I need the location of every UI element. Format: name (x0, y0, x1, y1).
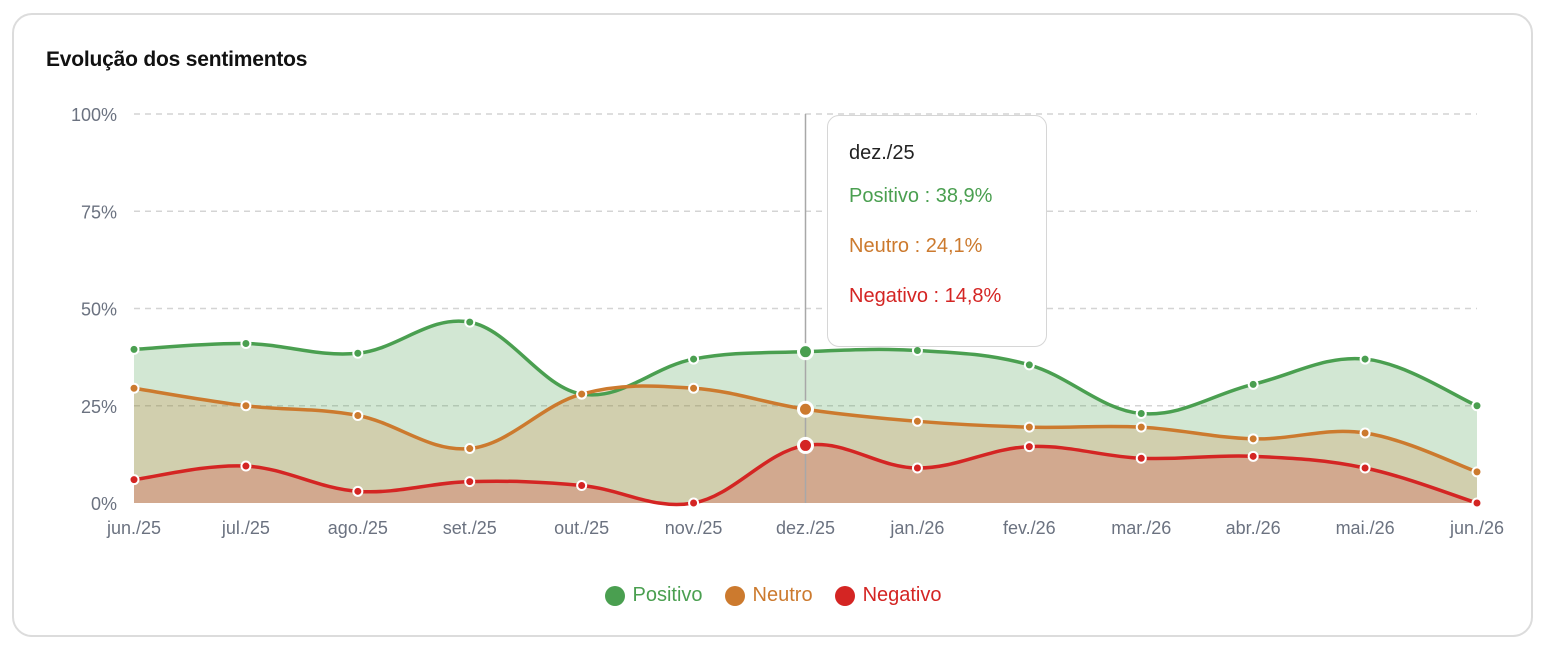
legend-label-positivo: Positivo (632, 584, 703, 606)
x-tick-label: mai./26 (1336, 518, 1395, 538)
tooltip: dez./25 Positivo : 38,9% Neutro : 24,1% … (827, 115, 1047, 347)
point-neutro (128, 382, 140, 394)
point-neutro (797, 400, 814, 418)
tooltip-row-neutro: Neutro : 24,1% (849, 235, 983, 257)
legend-item-negativo[interactable]: Negativo (834, 584, 942, 607)
x-tick-label: jul./25 (221, 518, 270, 538)
point-neutro (576, 388, 588, 400)
tooltip-title: dez./25 (849, 142, 915, 164)
x-tick-label: ago./25 (328, 518, 388, 538)
legend-item-neutro[interactable]: Neutro (724, 584, 813, 607)
x-tick-label: set./25 (443, 518, 497, 538)
x-tick-label: jun./25 (106, 518, 161, 538)
point-negativo (352, 485, 364, 497)
x-tick-label: jun./26 (1449, 518, 1504, 538)
legend-item-positivo[interactable]: Positivo (604, 584, 703, 607)
chart-title: Evolução dos sentimentos (46, 48, 308, 71)
tooltip-row-positivo: Positivo : 38,9% (849, 185, 993, 207)
point-positivo (1023, 359, 1035, 371)
point-neutro (911, 415, 923, 427)
point-negativo (1135, 452, 1147, 464)
point-neutro (1247, 433, 1259, 445)
y-tick-label: 25% (81, 397, 117, 417)
point-negativo (688, 497, 700, 509)
point-neutro (240, 400, 252, 412)
point-positivo (911, 345, 923, 357)
y-tick-label: 50% (81, 300, 117, 320)
point-positivo (1471, 400, 1483, 412)
point-positivo (688, 353, 700, 365)
point-negativo (911, 462, 923, 474)
legend-dot-negativo (834, 585, 855, 606)
legend-label-negativo: Negativo (862, 584, 942, 606)
x-tick-label: dez./25 (776, 518, 835, 538)
legend-label-neutro: Neutro (752, 584, 813, 606)
y-tick-label: 100% (71, 105, 117, 125)
point-positivo (240, 338, 252, 350)
point-negativo (576, 479, 588, 491)
point-neutro (1471, 466, 1483, 478)
point-negativo (797, 436, 814, 454)
x-tick-label: abr./26 (1226, 518, 1281, 538)
x-tick-label: out./25 (554, 518, 609, 538)
point-neutro (1359, 427, 1371, 439)
point-neutro (1135, 421, 1147, 433)
point-negativo (464, 476, 476, 488)
x-tick-label: nov./25 (665, 518, 723, 538)
point-negativo (1359, 462, 1371, 474)
y-tick-label: 75% (81, 202, 117, 222)
point-neutro (352, 409, 364, 421)
point-negativo (240, 460, 252, 472)
x-tick-label: fev./26 (1003, 518, 1056, 538)
x-tick-label: mar./26 (1111, 518, 1171, 538)
point-negativo (1023, 441, 1035, 453)
point-neutro (1023, 421, 1035, 433)
y-tick-label: 0% (91, 494, 117, 514)
point-positivo (1135, 408, 1147, 420)
point-negativo (128, 474, 140, 486)
point-neutro (688, 382, 700, 394)
point-negativo (1247, 450, 1259, 462)
x-tick-label: jan./26 (889, 518, 944, 538)
legend: Positivo Neutro Negativo (0, 584, 1546, 607)
point-negativo (1471, 497, 1483, 509)
point-positivo (464, 316, 476, 328)
legend-dot-neutro (724, 585, 745, 606)
point-positivo (797, 343, 814, 361)
point-positivo (1359, 353, 1371, 365)
point-positivo (128, 343, 140, 355)
point-positivo (352, 347, 364, 359)
point-neutro (464, 443, 476, 455)
legend-dot-positivo (604, 585, 625, 606)
point-positivo (1247, 378, 1259, 390)
chart-card (12, 13, 1533, 637)
tooltip-row-negativo: Negativo : 14,8% (849, 285, 1002, 307)
